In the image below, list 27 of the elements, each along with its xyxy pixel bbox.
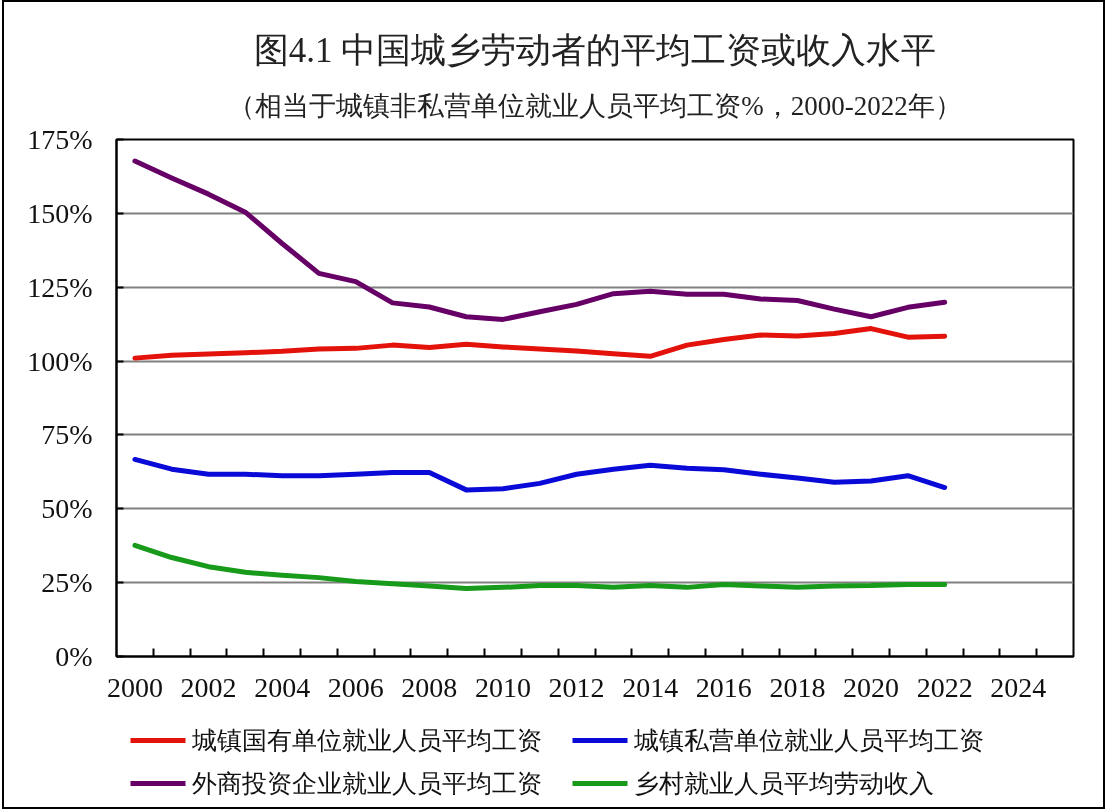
legend-label: 乡村就业人员平均劳动收入 <box>633 770 934 797</box>
y-tick-label: 25% <box>41 567 93 599</box>
y-tick-label: 50% <box>41 493 93 525</box>
y-tick-label: 0% <box>55 641 93 672</box>
y-tick-label: 100% <box>27 345 93 377</box>
x-tick-label: 2006 <box>327 671 384 703</box>
y-tick-label: 175% <box>27 124 93 155</box>
x-tick-label: 2002 <box>180 671 237 703</box>
x-tick-label: 2012 <box>548 671 605 703</box>
chart-subtitle: （相当于城镇非私营单位就业人员平均工资%，2000-2022年） <box>228 90 962 121</box>
y-tick-label: 125% <box>27 271 93 303</box>
y-tick-label: 150% <box>27 197 93 229</box>
legend-label: 城镇私营单位就业人员平均工资 <box>632 727 984 754</box>
legend-label: 城镇国有单位就业人员平均工资 <box>190 727 542 754</box>
chart-title: 图4.1 中国城乡劳动者的平均工资或收入水平 <box>253 30 937 70</box>
x-tick-label: 2024 <box>990 671 1047 703</box>
x-tick-label: 2022 <box>916 671 973 703</box>
y-tick-label: 75% <box>41 419 93 451</box>
x-tick-label: 2010 <box>474 671 531 703</box>
x-tick-label: 2000 <box>106 671 163 703</box>
x-tick-label: 2014 <box>622 671 679 703</box>
x-tick-label: 2008 <box>401 671 458 703</box>
x-tick-label: 2020 <box>843 671 900 703</box>
x-tick-label: 2016 <box>695 671 752 703</box>
x-tick-label: 2018 <box>769 671 826 703</box>
x-tick-label: 2004 <box>254 671 311 703</box>
legend-label: 外商投资企业就业人员平均工资 <box>191 770 542 797</box>
